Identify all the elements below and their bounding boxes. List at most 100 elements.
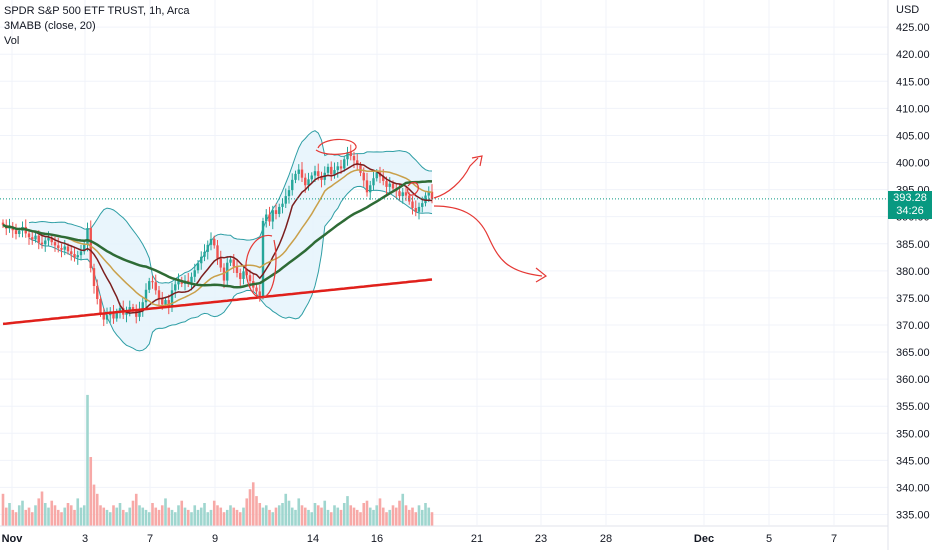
volume-bar xyxy=(183,507,187,526)
volume-bar xyxy=(60,512,63,526)
volume-bar xyxy=(268,509,271,526)
indicator-label[interactable]: 3MABB (close, 20) xyxy=(4,20,96,32)
candle-body xyxy=(196,263,200,271)
candle-body xyxy=(105,315,109,320)
volume-bar xyxy=(336,507,340,526)
time-axis: Nov 3 7 9 14 16 21 23 28 Dec 5 7 xyxy=(0,525,888,545)
price-tick-label: 350.00 xyxy=(896,428,930,440)
candle-body xyxy=(320,176,323,180)
volume-bar xyxy=(420,509,424,526)
price-tick-label: 380.00 xyxy=(896,266,930,278)
volume-bar xyxy=(102,507,106,526)
candle-body xyxy=(300,169,304,178)
volume-bar xyxy=(346,496,349,526)
price-tick-label: 360.00 xyxy=(896,374,930,386)
price-axis: 335.00 340.00 345.00 350.00 355.00 360.00 365.… xyxy=(887,0,930,550)
time-tick-label: 3 xyxy=(82,533,88,545)
candle-body xyxy=(317,171,320,177)
volume-bar xyxy=(151,503,154,526)
candle-body xyxy=(148,281,151,290)
volume-bar xyxy=(196,509,200,526)
volume-bar xyxy=(255,496,258,526)
volume-bar xyxy=(147,512,151,526)
bollinger-upper-line xyxy=(28,130,433,284)
volume-bar xyxy=(398,500,401,526)
volume-bar xyxy=(326,509,330,526)
volume-bar xyxy=(297,498,301,526)
volume-bar xyxy=(261,507,265,526)
volume-bar xyxy=(206,512,210,526)
candle-body xyxy=(414,208,417,212)
currency-label[interactable]: USD xyxy=(896,4,920,16)
candle-body xyxy=(177,280,180,285)
volume-bar xyxy=(118,503,122,526)
candle-body xyxy=(193,270,196,277)
volume-bar xyxy=(154,507,158,526)
volume-bar xyxy=(235,509,239,526)
candle-body xyxy=(330,166,333,175)
volume-bar xyxy=(157,509,161,526)
candle-body xyxy=(352,156,356,161)
volume-bar xyxy=(362,503,366,526)
volume-bar xyxy=(105,509,109,526)
candle-body xyxy=(73,254,76,258)
volume-bar xyxy=(359,512,362,526)
candle-body xyxy=(258,291,261,297)
candle-body xyxy=(401,192,404,197)
volume-bar xyxy=(34,505,37,526)
volume-bar xyxy=(141,507,145,526)
drawing-loop xyxy=(407,181,419,196)
volume-bar xyxy=(391,505,395,526)
volume-bar xyxy=(131,500,135,526)
volume-bar xyxy=(264,505,268,526)
candle-body xyxy=(96,285,99,299)
volume-label[interactable]: Vol xyxy=(4,35,20,47)
current-price-tag: 393.28 34:26 xyxy=(888,190,932,219)
candle-body xyxy=(307,179,310,186)
volume-bar xyxy=(274,507,278,526)
candle-body xyxy=(382,176,385,181)
volume-bar xyxy=(333,505,336,526)
candle-body xyxy=(79,251,83,256)
candle-body xyxy=(232,259,235,267)
candle-body xyxy=(131,307,135,310)
candle-body xyxy=(174,284,177,291)
time-tick-label: Nov xyxy=(2,533,24,545)
volume-bar xyxy=(248,489,252,526)
candle-body xyxy=(268,214,271,222)
volume-bar xyxy=(212,500,216,526)
volume-bar xyxy=(316,505,320,526)
price-tick-label: 335.00 xyxy=(896,510,930,522)
candle-body xyxy=(239,272,242,279)
volume-bar xyxy=(1,493,5,526)
candle-body xyxy=(349,152,352,157)
volume-bar xyxy=(238,512,242,526)
time-tick-label: 7 xyxy=(831,533,837,545)
volume-bar xyxy=(17,505,21,526)
candle-body xyxy=(304,177,307,186)
candle-body xyxy=(255,287,258,292)
candle-body xyxy=(281,203,284,207)
volume-bar xyxy=(121,509,125,526)
chart-legend: SPDR S&P 500 ETF TRUST, 1h, Arca 3MABB (… xyxy=(4,4,189,49)
symbol-title[interactable]: SPDR S&P 500 ETF TRUST, 1h, Arca xyxy=(4,5,190,17)
time-tick-label: 28 xyxy=(600,533,612,545)
candle-body xyxy=(206,244,209,252)
volume-bar xyxy=(173,512,177,526)
volume-bar xyxy=(307,509,310,526)
volume-bar xyxy=(11,509,15,526)
candle-body xyxy=(242,271,245,279)
candle-body xyxy=(200,256,203,264)
volume-bar xyxy=(375,505,379,526)
volume-bar xyxy=(281,503,284,526)
candle-body xyxy=(50,237,53,243)
time-tick-label: Dec xyxy=(694,533,714,545)
volume-bar xyxy=(27,507,31,526)
candle-body xyxy=(170,290,174,308)
volume-bars xyxy=(1,394,434,526)
time-tick-label: 7 xyxy=(147,533,153,545)
price-tick-label: 370.00 xyxy=(896,320,930,332)
volume-bar xyxy=(417,505,421,526)
volume-bar xyxy=(115,507,119,526)
